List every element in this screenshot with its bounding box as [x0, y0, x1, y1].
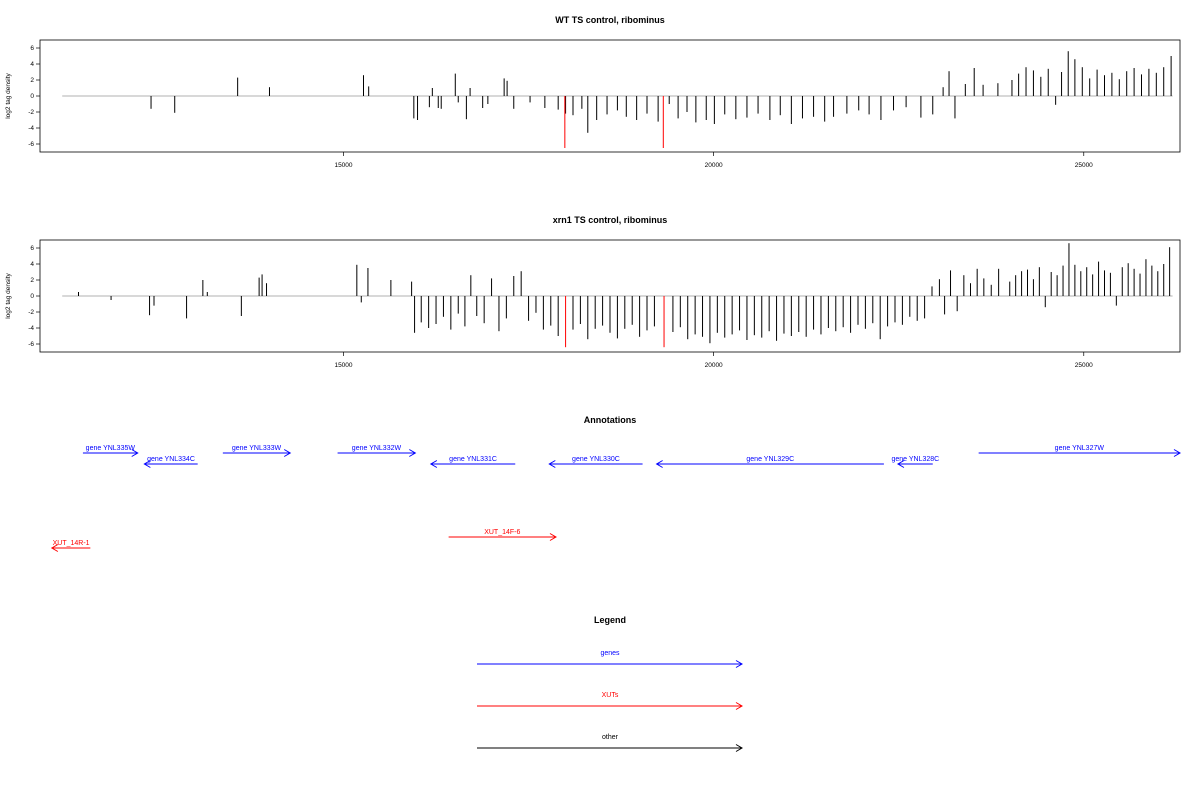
legend-item-label: XUTs — [602, 692, 619, 699]
legend-item-arrowhead — [735, 702, 743, 710]
wt-track-title: WT TS control, ribominus — [555, 15, 665, 25]
annotation-feature: gene YNL331C — [429, 456, 516, 468]
annotation-feature-label: gene YNL327W — [1055, 445, 1105, 452]
legend-item: other — [477, 734, 743, 752]
annotation-feature-label: gene YNL332W — [352, 445, 402, 452]
legend-item: genes — [477, 650, 743, 668]
wt-y-tick-label: 2 — [30, 77, 34, 84]
xrn1-y-tick-label: 6 — [30, 245, 34, 252]
wt-x-tick-label: 25000 — [1075, 162, 1093, 169]
xrn1-track-panel: xrn1 TS control, ribominus log2 tag dens… — [5, 215, 1181, 369]
xrn1-x-tick-label: 15000 — [334, 362, 352, 369]
annotation-feature-arrowhead — [655, 460, 663, 468]
xrn1-y-tick-label: 4 — [30, 261, 34, 268]
xrn1-track-title: xrn1 TS control, ribominus — [553, 215, 668, 225]
annotation-feature-label: gene YNL334C — [147, 456, 195, 463]
annotation-feature-arrowhead — [549, 533, 557, 541]
annotation-feature-arrowhead — [131, 449, 139, 457]
wt-y-tick-label: -6 — [28, 141, 34, 148]
wt-x-tick-label: 20000 — [705, 162, 723, 169]
wt-track-marks: -6 -4 -2 0 2 4 6 15000 20000 25000 — [28, 45, 1173, 169]
legend-item-arrowhead — [735, 660, 743, 668]
legend-panel: Legend genes XUTs other — [477, 615, 743, 752]
xrn1-y-tick-label: 0 — [30, 293, 34, 300]
annotation-feature-arrowhead — [1173, 449, 1181, 457]
wt-y-tick-label: 6 — [30, 45, 34, 52]
annotation-feature: gene YNL332W — [337, 445, 417, 457]
wt-track-panel: WT TS control, ribominus log2 tag densit… — [5, 15, 1181, 169]
annotation-feature-label: XUT_14F-6 — [484, 529, 520, 536]
wt-x-tick-label: 15000 — [334, 162, 352, 169]
annotation-feature-arrowhead — [283, 449, 292, 457]
legend-item-arrowhead — [735, 744, 743, 752]
annotation-feature-arrowhead — [409, 449, 417, 457]
xrn1-y-tick-label: -6 — [28, 341, 34, 348]
annotation-feature-label: gene YNL329C — [746, 456, 794, 463]
annotation-feature-label: gene YNL331C — [449, 456, 497, 463]
xrn1-y-tick-label: 2 — [30, 277, 34, 284]
xrn1-track-marks: -6 -4 -2 0 2 4 6 15000 20000 25000 — [28, 243, 1173, 369]
legend-item-label: genes — [600, 650, 620, 657]
legend-item: XUTs — [477, 692, 743, 710]
xrn1-x-tick-label: 20000 — [705, 362, 723, 369]
wt-y-tick-label: -2 — [28, 109, 34, 116]
legend-items: genes XUTs other — [477, 650, 743, 752]
legend-item-label: other — [602, 734, 619, 741]
annotation-feature-arrowhead — [50, 544, 59, 552]
xrn1-track-ylabel: log2 tag density — [5, 272, 12, 318]
annotation-feature-arrowhead — [548, 460, 556, 468]
annotation-feature: gene YNL335W — [82, 445, 139, 457]
annotation-feature: gene YNL330C — [548, 456, 643, 468]
annotation-feature-arrowhead — [896, 460, 905, 468]
annotation-feature-label: gene YNL333W — [232, 445, 282, 452]
legend-title: Legend — [594, 615, 626, 625]
annotation-feature-label: XUT_14R-1 — [53, 540, 90, 547]
annotation-feature-arrowhead — [429, 460, 438, 468]
annotation-feature: gene YNL328C — [891, 456, 939, 468]
annotation-feature-label: gene YNL330C — [572, 456, 620, 463]
annotation-feature: gene YNL327W — [978, 445, 1181, 457]
annotation-feature-arrowhead — [143, 460, 151, 468]
xrn1-y-tick-label: -2 — [28, 309, 34, 316]
annotation-features: gene YNL335W gene YNL334C gene YNL333W gene… — [50, 445, 1181, 552]
annotations-title: Annotations — [584, 415, 637, 425]
annotation-feature-label: gene YNL328C — [891, 456, 939, 463]
wt-track-ylabel: log2 tag density — [5, 72, 12, 118]
annotation-feature: gene YNL334C — [143, 456, 198, 468]
wt-y-tick-label: 0 — [30, 93, 34, 100]
xrn1-x-tick-label: 25000 — [1075, 362, 1093, 369]
annotation-feature-label: gene YNL335W — [86, 445, 136, 452]
wt-y-tick-label: -4 — [28, 125, 34, 132]
annotation-feature: XUT_14R-1 — [50, 540, 91, 552]
wt-y-tick-label: 4 — [30, 61, 34, 68]
xrn1-y-tick-label: -4 — [28, 325, 34, 332]
annotation-feature: XUT_14F-6 — [448, 529, 557, 541]
annotation-feature: gene YNL329C — [655, 456, 884, 468]
annotation-feature: gene YNL333W — [222, 445, 292, 457]
